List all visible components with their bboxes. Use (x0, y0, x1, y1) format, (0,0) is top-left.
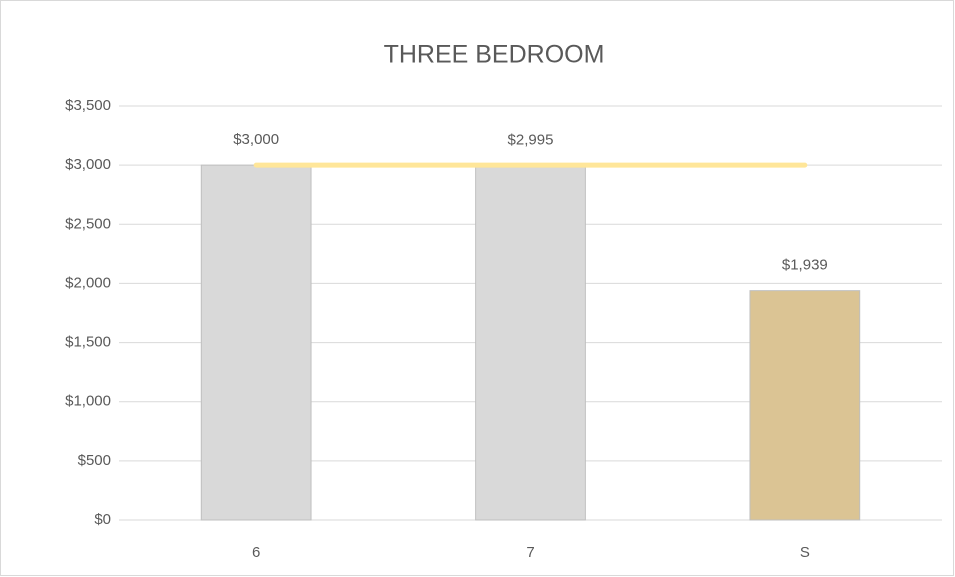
data-label: $3,000 (233, 131, 279, 148)
y-tick-label: $500 (78, 452, 111, 469)
y-tick-label: $2,500 (65, 215, 111, 232)
x-tick-label: S (800, 544, 810, 561)
x-tick-label: 7 (526, 544, 534, 561)
data-label: $1,939 (782, 257, 828, 274)
y-tick-label: $0 (94, 511, 111, 528)
data-label: $2,995 (508, 132, 554, 149)
chart-title: THREE BEDROOM (384, 41, 605, 69)
y-tick-label: $2,000 (65, 274, 111, 291)
y-tick-label: $3,500 (65, 97, 111, 114)
x-tick-label: 6 (252, 544, 260, 561)
y-tick-label: $3,000 (65, 156, 111, 173)
y-tick-label: $1,500 (65, 334, 111, 351)
bar (475, 165, 586, 521)
y-tick-label: $1,000 (65, 393, 111, 410)
bar (749, 290, 861, 521)
bar (200, 164, 312, 521)
